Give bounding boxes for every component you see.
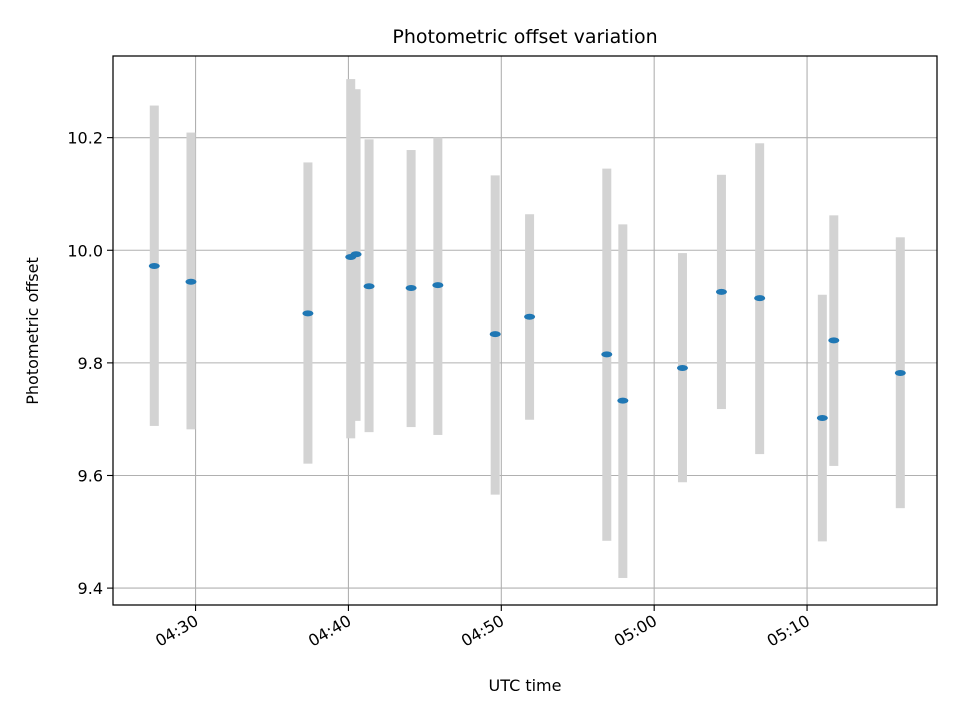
data-point — [524, 313, 536, 320]
data-point — [302, 310, 314, 317]
y-tick-label: 9.6 — [78, 466, 103, 485]
data-point — [350, 251, 362, 258]
chart-title: Photometric offset variation — [392, 26, 657, 48]
y-tick-label: 9.8 — [78, 354, 103, 373]
data-point — [676, 364, 688, 371]
data-point — [363, 283, 375, 290]
y-tick-label: 10.0 — [67, 241, 103, 260]
plot-frame — [112, 55, 938, 606]
data-point — [185, 278, 197, 285]
data-point — [148, 263, 160, 270]
data-point — [754, 295, 766, 302]
data-points — [148, 251, 906, 422]
y-tick-label: 9.4 — [78, 579, 103, 598]
data-point — [816, 415, 828, 422]
x-axis-label: UTC time — [489, 676, 562, 695]
data-point — [489, 331, 501, 338]
y-tick-label: 10.2 — [67, 129, 103, 148]
data-point — [715, 288, 727, 295]
y-axis-label: Photometric offset — [23, 257, 42, 405]
data-point — [617, 397, 629, 404]
data-point — [432, 282, 444, 289]
data-point — [601, 351, 613, 358]
data-point — [405, 284, 417, 291]
plot-area — [113, 56, 937, 605]
data-point — [894, 370, 906, 377]
data-point — [828, 337, 840, 344]
